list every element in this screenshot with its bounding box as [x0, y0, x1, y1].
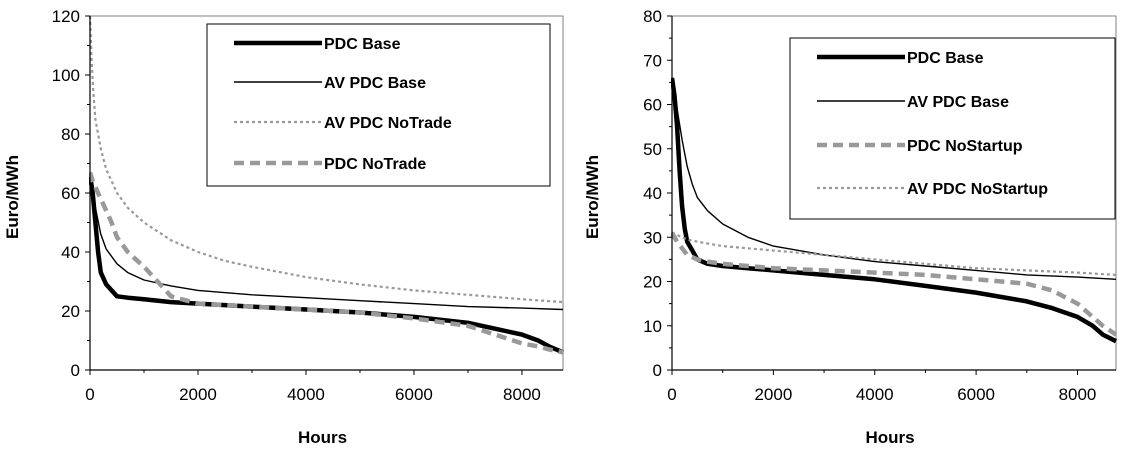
legend: PDC Base AV PDC Base PDC NoStartup AV PDC N…: [789, 37, 1116, 220]
y-axis-label: Euro/MWh: [583, 155, 602, 239]
y-tick-label: 70: [643, 51, 662, 70]
y-tick-label: 60: [61, 184, 80, 203]
y-tick-label: 60: [643, 96, 662, 115]
legend-label-2: AV PDC Base: [324, 75, 426, 92]
series-group: [671, 77, 1117, 344]
y-tick-label: 120: [52, 7, 80, 26]
series-line-1: [89, 174, 564, 355]
series-line-2: [671, 77, 1117, 280]
legend-box: [789, 37, 1116, 220]
y-axis-label: Euro/MWh: [3, 155, 22, 239]
y-tick-label: 80: [643, 7, 662, 26]
x-tick-label: 0: [85, 385, 94, 404]
series-line-4: [89, 171, 564, 355]
chart-left: 0 20 40 60 80 100 120 0 2000 4000 6000 8000 Hours Eur…: [3, 7, 564, 447]
y-tick-label: 0: [653, 361, 662, 380]
y-tick-label: 40: [61, 243, 80, 262]
legend: PDC Base AV PDC Base AV PDC NoTrade PDC NoT…: [206, 23, 551, 187]
x-tick-label: 4000: [287, 385, 325, 404]
legend-label-3: AV PDC NoTrade: [324, 115, 452, 132]
x-tick-label: 6000: [957, 385, 995, 404]
y-tick-label: 20: [61, 302, 80, 321]
x-tick-label: 8000: [503, 385, 541, 404]
legend-label-1: PDC Base: [324, 36, 401, 53]
chart-right: 0 10 20 30 40 50 60 70 80 0 2000 4000 6000 8000 Hours E…: [583, 7, 1117, 447]
x-tick-label: 0: [667, 385, 676, 404]
x-tick-label: 4000: [856, 385, 894, 404]
y-tick-label: 0: [71, 361, 80, 380]
legend-box: [206, 23, 551, 187]
legend-label-3: PDC NoStartup: [907, 138, 1023, 155]
legend-label-4: AV PDC NoStartup: [907, 181, 1048, 198]
y-tick-label: 20: [643, 273, 662, 292]
y-tick-label: 80: [61, 125, 80, 144]
series-line-2: [89, 175, 564, 311]
y-tick-label: 10: [643, 317, 662, 336]
x-tick-label: 8000: [1059, 385, 1097, 404]
series-line-3: [671, 231, 1117, 337]
series-line-4: [671, 231, 1117, 276]
x-tick-label: 2000: [179, 385, 217, 404]
legend-label-1: PDC Base: [907, 50, 984, 67]
x-tick-label: 2000: [754, 385, 792, 404]
series-line-3: [89, 15, 564, 304]
y-tick-label: 50: [643, 140, 662, 159]
legend-label-4: PDC NoTrade: [324, 156, 426, 173]
x-axis-label: Hours: [865, 428, 914, 447]
legend-label-2: AV PDC Base: [907, 94, 1009, 111]
series-group: [89, 15, 564, 355]
x-tick-label: 6000: [395, 385, 433, 404]
x-axis-label: Hours: [298, 428, 347, 447]
y-tick-label: 40: [643, 184, 662, 203]
y-tick-label: 100: [52, 66, 80, 85]
y-tick-label: 30: [643, 228, 662, 247]
